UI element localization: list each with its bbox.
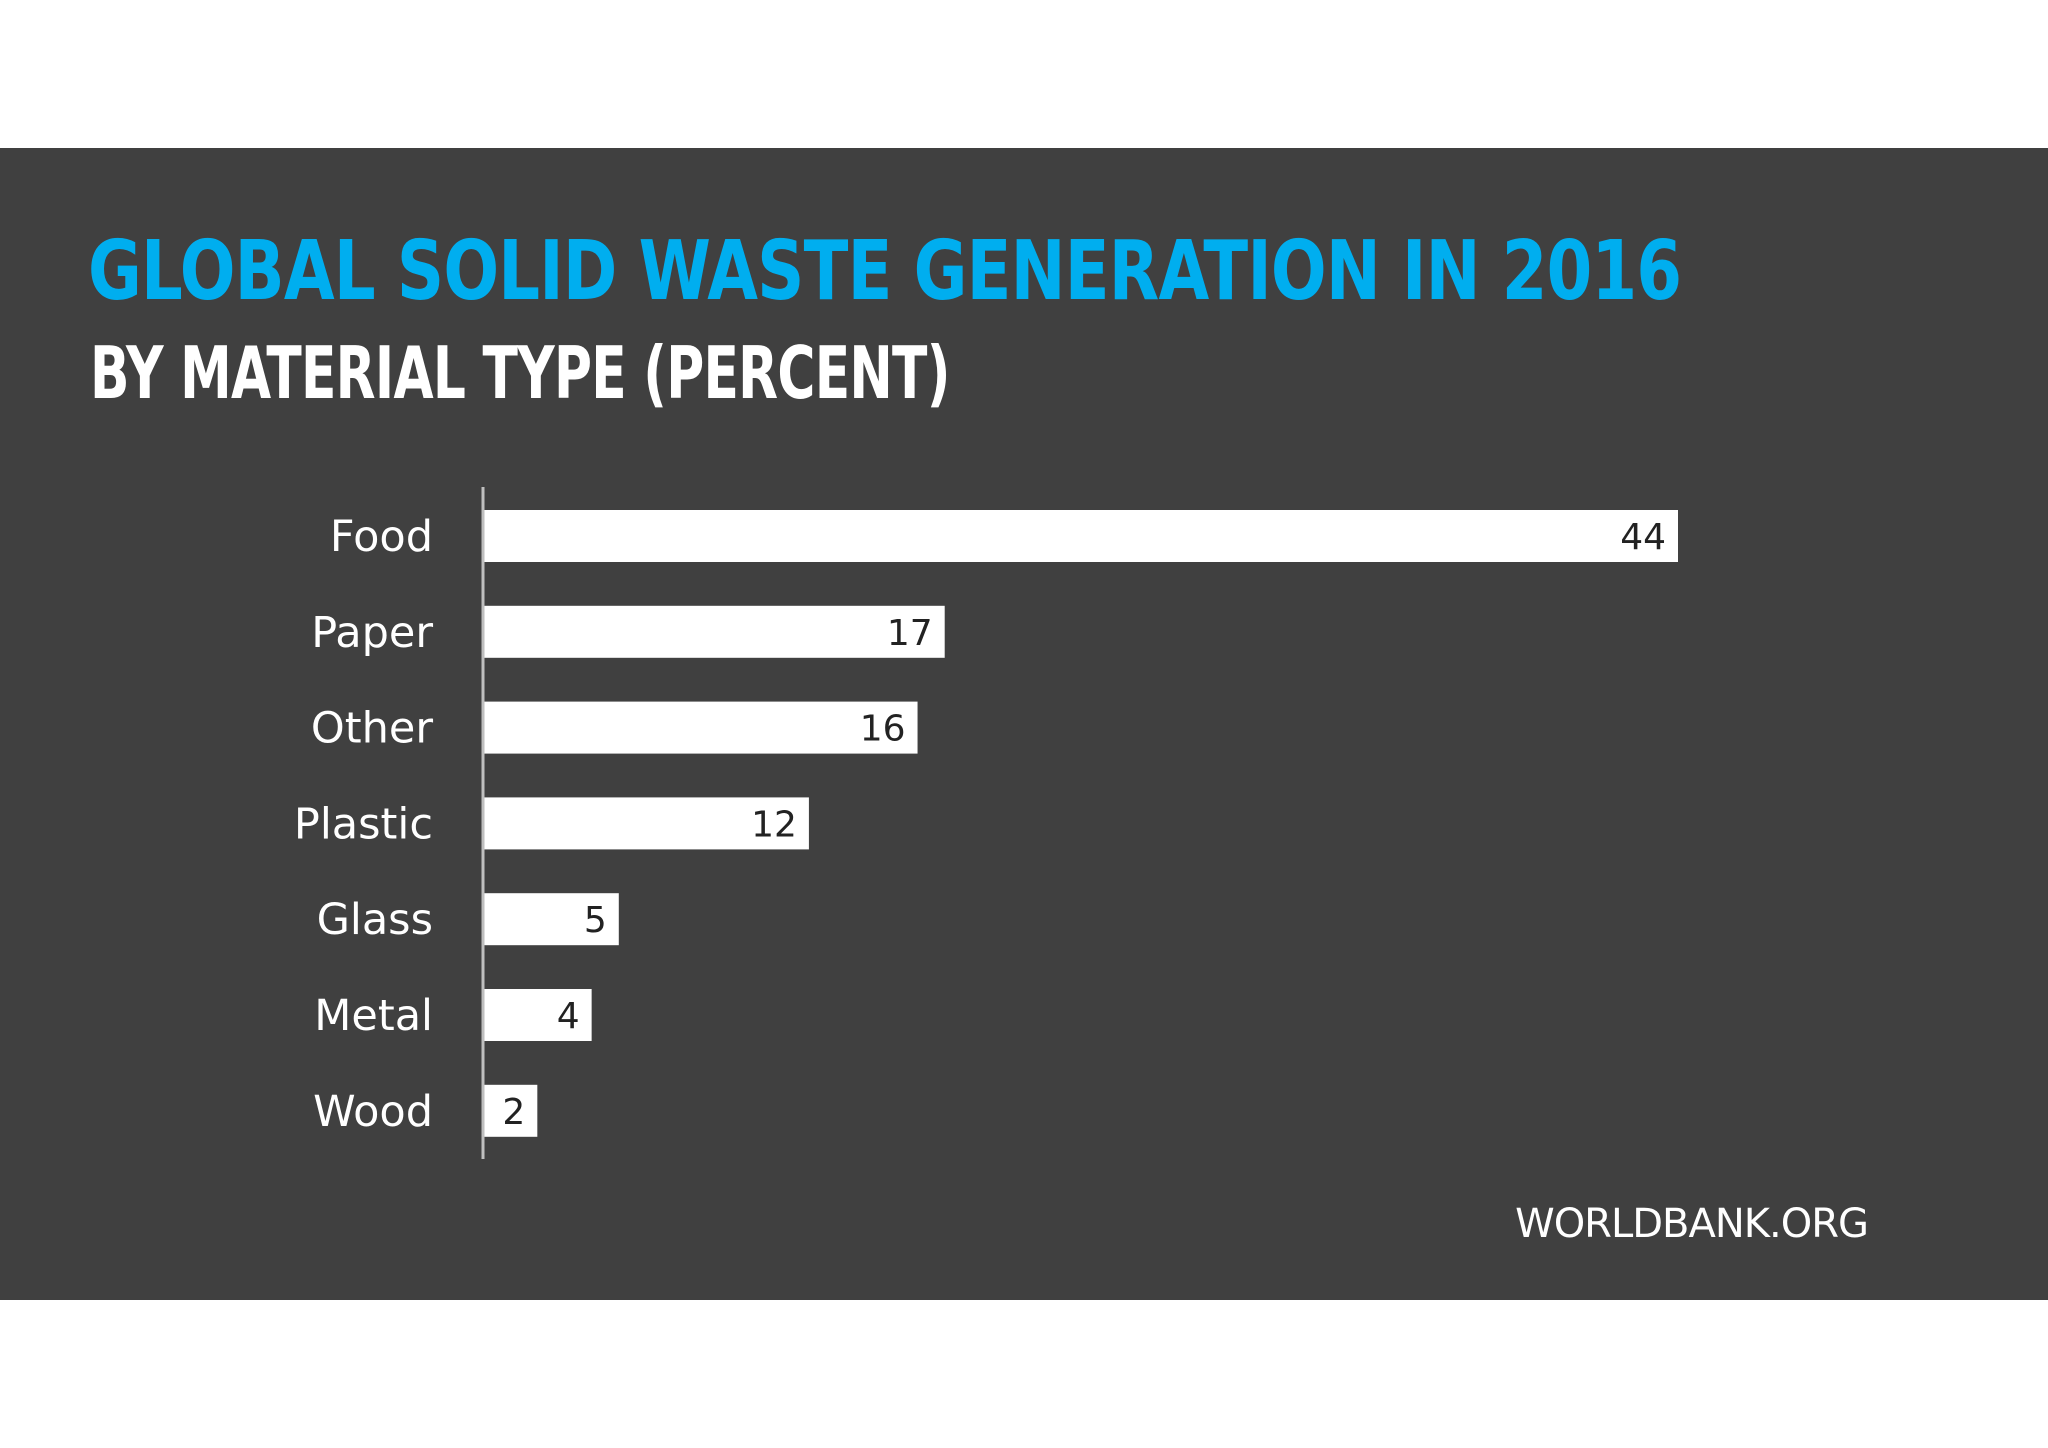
value-label-wood: 2	[502, 1092, 525, 1133]
category-label-glass: Glass	[317, 895, 433, 945]
category-label-other: Other	[311, 704, 433, 754]
source-credit: WORLDBANK.ORG	[1515, 1201, 1869, 1247]
value-label-food: 44	[1620, 517, 1666, 558]
bar-other	[483, 701, 918, 754]
bar-wood	[483, 1084, 538, 1137]
bars-layer	[483, 510, 1678, 1137]
value-label-metal: 4	[557, 996, 580, 1037]
category-labels: Food Paper Other Plastic Glass Metal Wood	[294, 512, 433, 1137]
bar-plastic	[483, 797, 809, 850]
value-label-other: 16	[860, 709, 906, 750]
bar-food	[483, 510, 1678, 562]
category-label-paper: Paper	[311, 608, 433, 658]
value-label-plastic: 12	[751, 804, 797, 845]
category-label-wood: Wood	[313, 1087, 433, 1137]
bar-metal	[483, 989, 592, 1041]
value-label-glass: 5	[584, 900, 607, 941]
bar-glass	[483, 893, 619, 946]
bar-paper	[483, 605, 945, 658]
chart-panel	[0, 148, 2048, 1300]
chart-subtitle: BY MATERIAL TYPE (PERCENT)	[90, 331, 950, 415]
value-labels: 44 17 16 12 5 4 2	[502, 517, 1666, 1133]
category-label-plastic: Plastic	[294, 799, 433, 849]
chart-title: GLOBAL SOLID WASTE GENERATION IN 2016	[88, 224, 1682, 319]
value-label-paper: 17	[887, 613, 933, 654]
category-label-food: Food	[330, 512, 433, 562]
category-label-metal: Metal	[314, 991, 433, 1041]
